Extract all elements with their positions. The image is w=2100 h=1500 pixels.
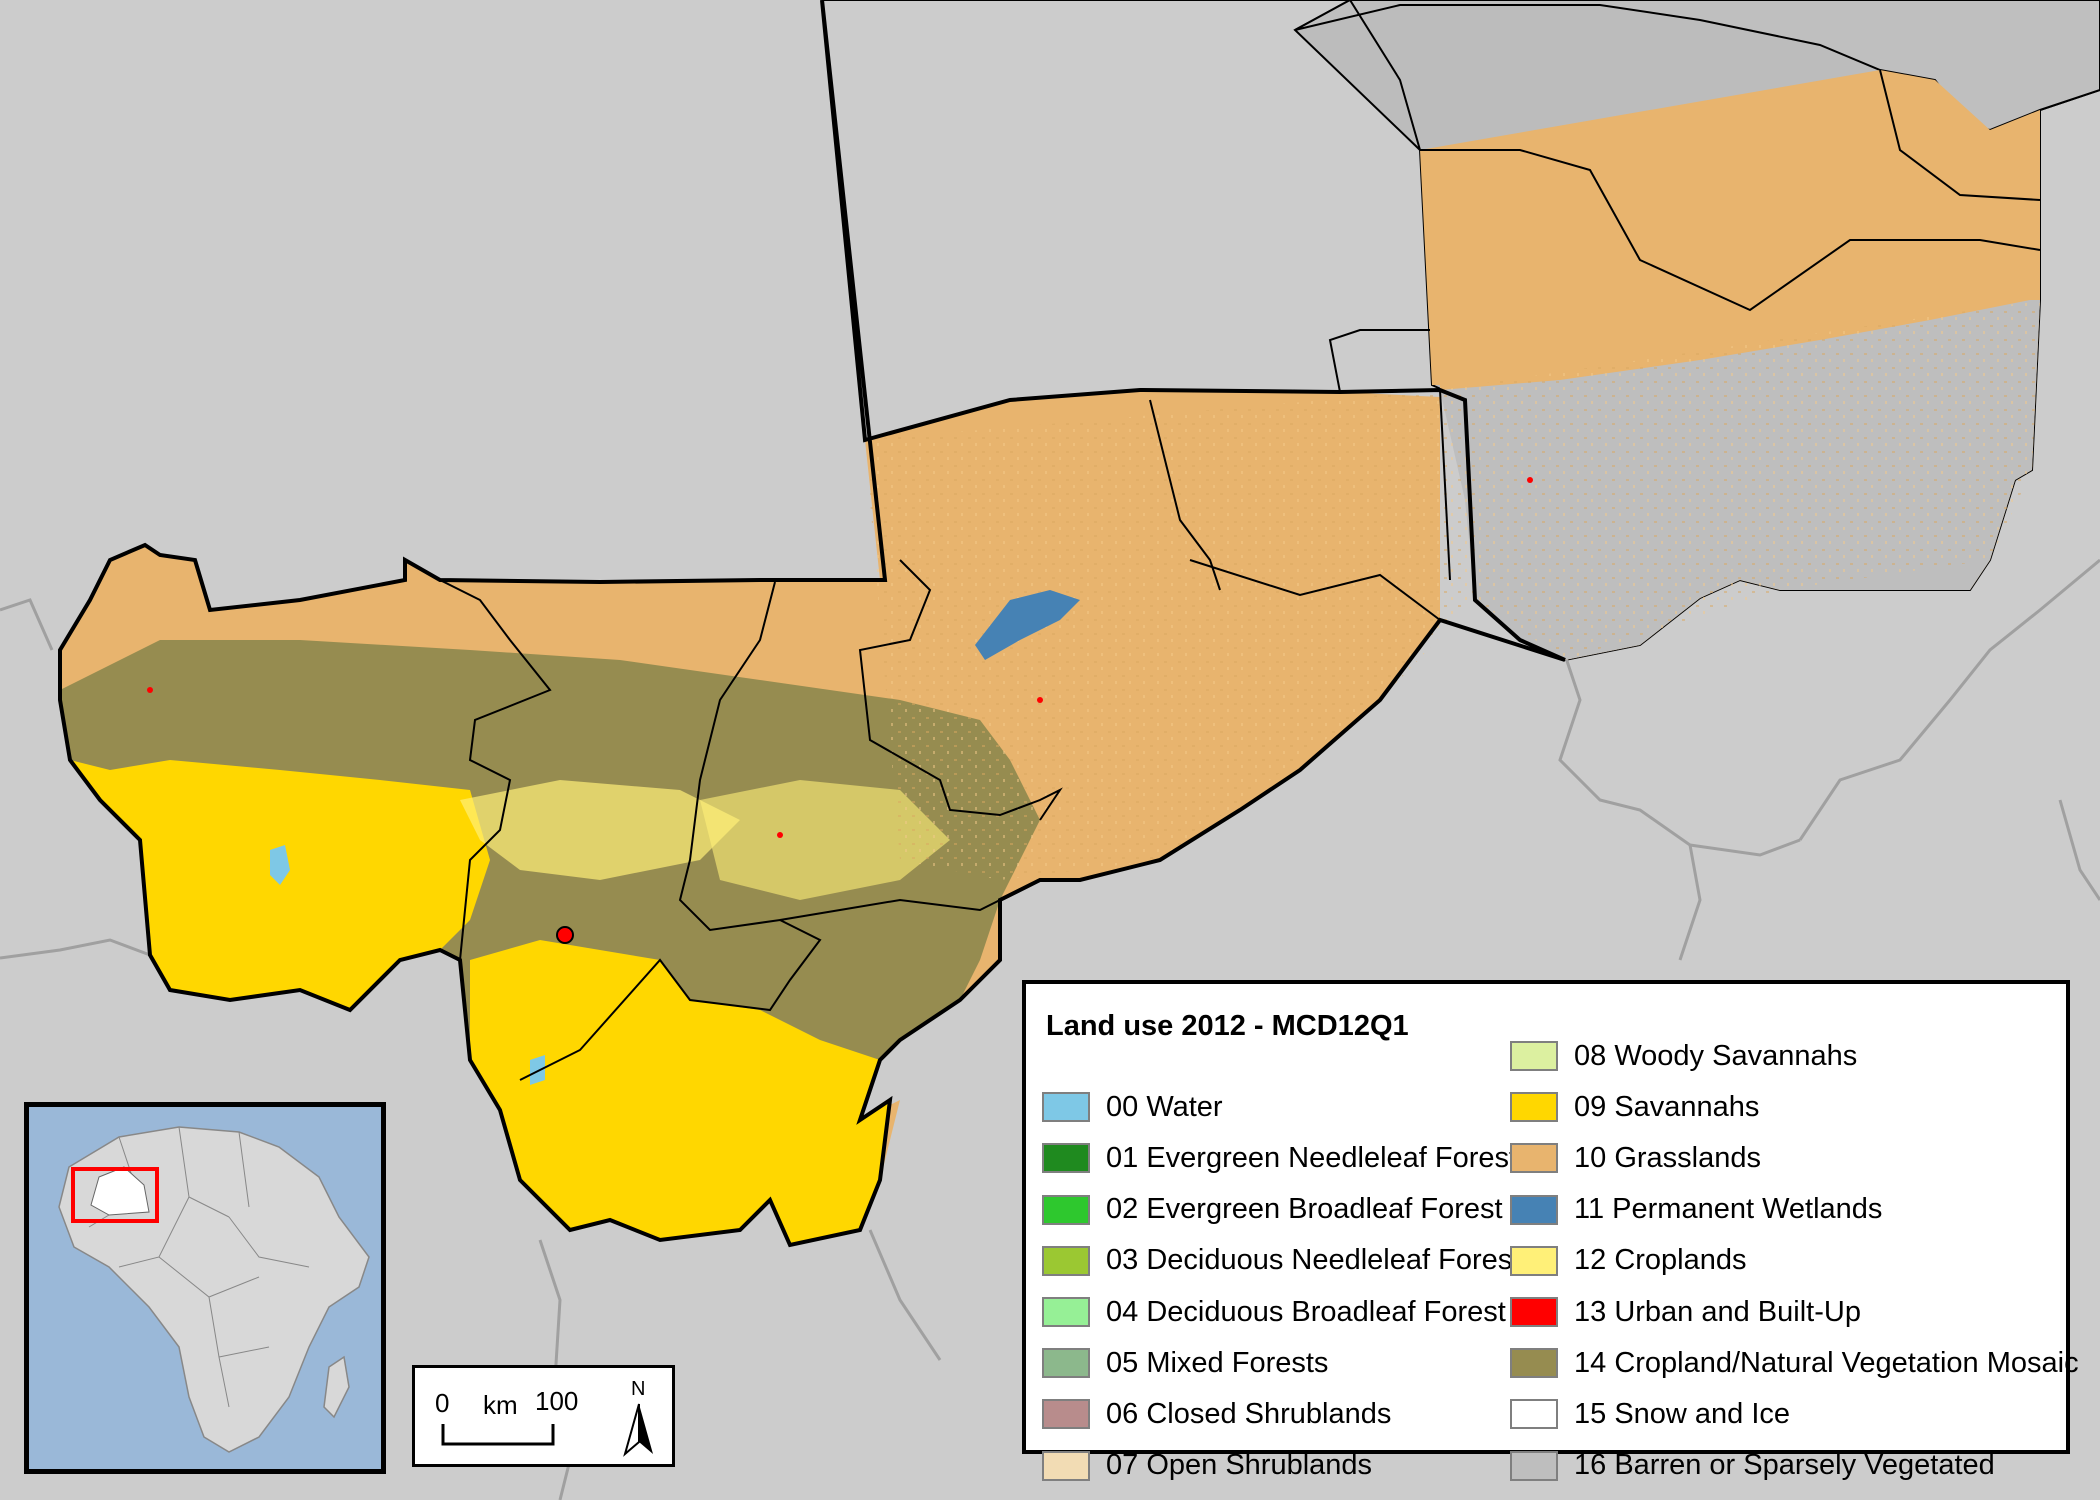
scale-bar: 0 km 100 N xyxy=(412,1365,675,1467)
region-cropland-patch xyxy=(460,780,740,880)
legend-label: 09 Savannahs xyxy=(1574,1090,1760,1123)
legend-label: 15 Snow and Ice xyxy=(1574,1397,1791,1430)
legend-swatch xyxy=(1510,1143,1558,1174)
legend-item: 15 Snow and Ice xyxy=(1510,1394,1790,1434)
region-water-south xyxy=(530,1055,545,1085)
legend-label: 01 Evergreen Needleleaf Forest xyxy=(1106,1141,1518,1174)
urban-settlement xyxy=(777,832,783,838)
legend-swatch xyxy=(1042,1297,1090,1327)
legend-swatch xyxy=(1510,1041,1558,1071)
legend-item: 14 Cropland/Natural Vegetation Mosaic xyxy=(1510,1343,2079,1383)
legend-title: Land use 2012 - MCD12Q1 xyxy=(1046,1010,1409,1042)
legend-swatch xyxy=(1510,1194,1558,1225)
urban-capital xyxy=(556,926,574,944)
legend-label: 12 Croplands xyxy=(1574,1244,1747,1277)
inset-highlight-frame xyxy=(71,1167,159,1223)
scale-start-label: 0 xyxy=(435,1388,450,1418)
legend-item: 01 Evergreen Needleleaf Forest xyxy=(1042,1138,1517,1178)
legend-label: 03 Deciduous Needleleaf Forest xyxy=(1106,1244,1521,1277)
legend-swatch xyxy=(1042,1194,1090,1225)
inset-map xyxy=(58,1126,370,1453)
study-area xyxy=(58,0,2041,1248)
north-arrow-icon xyxy=(623,1403,653,1457)
legend-label: 10 Grasslands xyxy=(1574,1141,1761,1174)
legend-item: 08 Woody Savannahs xyxy=(1510,1036,1857,1076)
region-grain xyxy=(865,300,2040,880)
legend-swatch xyxy=(1510,1092,1558,1123)
urban-settlement xyxy=(1037,697,1043,703)
legend-label: 16 Barren or Sparsely Vegetated xyxy=(1574,1449,1995,1482)
north-label: N xyxy=(631,1378,646,1400)
legend-item: 02 Evergreen Broadleaf Forest xyxy=(1042,1190,1503,1230)
legend-swatch xyxy=(1042,1399,1090,1430)
legend-swatch xyxy=(1042,1143,1090,1174)
legend-item: 10 Grasslands xyxy=(1510,1138,1761,1178)
legend-item: 04 Deciduous Broadleaf Forest xyxy=(1042,1292,1506,1332)
legend-label: 00 Water xyxy=(1106,1090,1223,1123)
inset-madagascar xyxy=(323,1355,350,1419)
legend-item: 13 Urban and Built-Up xyxy=(1510,1292,1861,1332)
legend-label: 05 Mixed Forests xyxy=(1106,1346,1329,1379)
legend-label: 02 Evergreen Broadleaf Forest xyxy=(1106,1193,1503,1226)
inset-locator-map xyxy=(24,1102,386,1474)
legend-item: 09 Savannahs xyxy=(1510,1087,1759,1127)
study-area-boundary xyxy=(58,0,1566,1248)
legend-item: 05 Mixed Forests xyxy=(1042,1343,1328,1383)
legend-label: 06 Closed Shrublands xyxy=(1106,1397,1392,1430)
legend-item: 03 Deciduous Needleleaf Forest xyxy=(1042,1241,1520,1281)
legend-item: 06 Closed Shrublands xyxy=(1042,1394,1391,1434)
legend-item: 16 Barren or Sparsely Vegetated xyxy=(1510,1446,1995,1486)
legend-label: 14 Cropland/Natural Vegetation Mosaic xyxy=(1574,1346,2079,1379)
urban-settlement xyxy=(1527,477,1533,483)
legend-swatch xyxy=(1042,1092,1090,1123)
scale-end-label: 100 xyxy=(535,1386,579,1416)
internal-boundaries xyxy=(439,0,2041,1081)
scale-line xyxy=(441,1424,555,1446)
region-savannah-south xyxy=(470,940,890,1245)
region-water-west xyxy=(270,845,290,885)
urban-settlement xyxy=(147,687,153,693)
legend-swatch xyxy=(1042,1450,1090,1481)
region-cropland-central xyxy=(700,780,950,900)
legend-swatch xyxy=(1510,1399,1558,1430)
legend-swatch xyxy=(1510,1297,1558,1327)
legend-swatch xyxy=(1042,1245,1090,1276)
legend: Land use 2012 - MCD12Q1 00 Water 01 Everg… xyxy=(1022,980,2079,1481)
legend-swatch xyxy=(1510,1450,1558,1481)
legend-swatch xyxy=(1510,1348,1558,1379)
region-wetlands xyxy=(975,590,1080,660)
legend-label: 04 Deciduous Broadleaf Forest xyxy=(1106,1295,1506,1328)
legend-label: 11 Permanent Wetlands xyxy=(1574,1193,1883,1226)
legend-swatch xyxy=(1510,1245,1558,1276)
legend-label: 13 Urban and Built-Up xyxy=(1574,1295,1861,1328)
legend-label: 07 Open Shrublands xyxy=(1106,1449,1373,1482)
legend-item: 00 Water xyxy=(1042,1087,1223,1127)
scale-unit-label: km xyxy=(483,1390,518,1420)
legend-swatch xyxy=(1042,1348,1090,1379)
legend-label: 08 Woody Savannahs xyxy=(1574,1039,1858,1072)
legend-item: 07 Open Shrublands xyxy=(1042,1446,1372,1486)
legend-item: 12 Croplands xyxy=(1510,1241,1747,1281)
legend-item: 11 Permanent Wetlands xyxy=(1510,1190,1882,1230)
